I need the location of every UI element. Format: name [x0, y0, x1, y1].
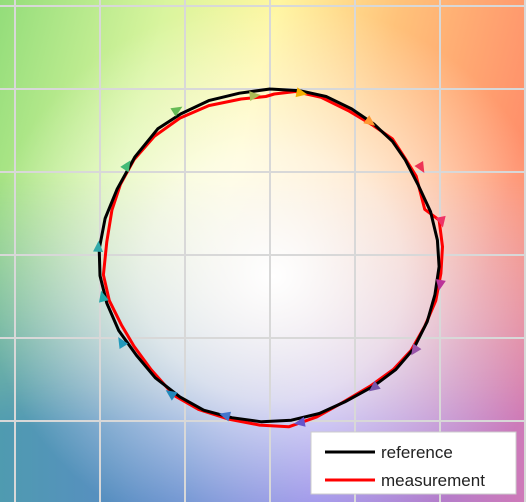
direction-arrow-9	[219, 411, 232, 422]
direction-arrow-7	[368, 380, 381, 392]
direction-arrow-8	[293, 416, 306, 427]
direction-arrow-1	[295, 87, 308, 98]
direction-arrow-15	[170, 106, 183, 117]
direction-arrow-16	[249, 91, 261, 102]
series-line-reference	[97, 87, 441, 424]
direction-arrow-12	[98, 290, 109, 303]
direction-arrow-3	[414, 160, 425, 173]
direction-arrow-14	[120, 160, 131, 173]
series-layer	[97, 87, 444, 429]
legend: reference measurement	[310, 431, 517, 495]
legend-label-measurement: measurement	[381, 471, 485, 490]
direction-arrow-5	[435, 279, 446, 291]
direction-arrow-11	[118, 336, 129, 349]
direction-arrow-4	[435, 215, 446, 228]
legend-label-reference: reference	[381, 443, 453, 462]
direction-arrow-6	[411, 343, 422, 356]
direction-arrow-10	[165, 390, 178, 401]
direction-arrow-2	[363, 115, 376, 126]
direction-arrows	[93, 87, 446, 427]
direction-arrow-13	[93, 240, 104, 252]
